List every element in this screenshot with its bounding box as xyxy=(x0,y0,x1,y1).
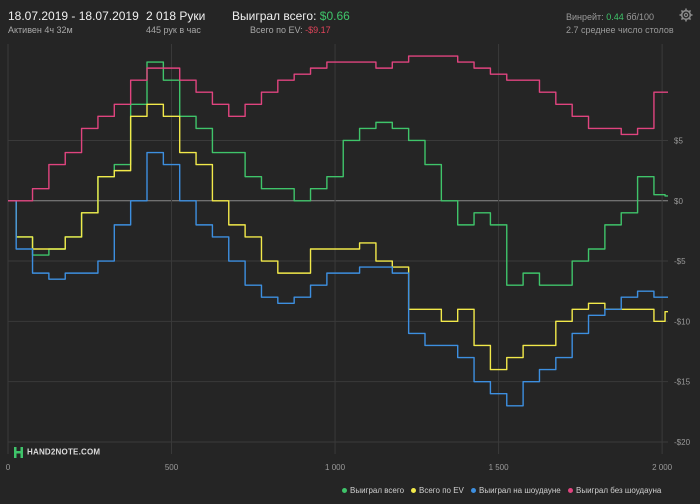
y-tick-label: $0 xyxy=(674,197,683,206)
y-tick-label: -$20 xyxy=(674,438,691,447)
y-tick-label: -$10 xyxy=(674,317,691,326)
legend-item-ev-total[interactable]: Всего по EV xyxy=(411,486,464,495)
legend-dot xyxy=(568,488,573,494)
winrate: Винрейт: 0.44 бб/100 xyxy=(566,12,654,22)
winrate-value: 0.44 xyxy=(606,12,624,22)
avg-tables: 2.7 среднее число столов xyxy=(566,25,674,35)
legend-item-showdown[interactable]: Выиграл на шоудауне xyxy=(471,486,561,495)
y-tick-label: -$15 xyxy=(674,378,691,387)
legend-label: Выиграл на шоудауне xyxy=(479,486,561,495)
ev-total-label: Всего по EV: xyxy=(250,25,303,35)
legend-dot xyxy=(471,488,476,494)
hands-count: 2 018 Руки xyxy=(146,9,206,23)
hands-per-hour: 445 рук в час xyxy=(146,25,201,35)
chart-grid xyxy=(7,44,668,454)
series-line-3 xyxy=(8,55,668,202)
legend-dot xyxy=(411,488,416,494)
x-tick-label: 0 xyxy=(6,463,11,472)
logo-icon xyxy=(14,447,23,458)
legend-label: Выиграл всего xyxy=(350,486,405,495)
y-tick-label: $5 xyxy=(674,136,683,145)
x-tick-label: 2 000 xyxy=(652,463,673,472)
won-total-label: Выиграл всего: xyxy=(232,9,317,23)
hand2note-logo: HAND2NOTE.COM xyxy=(14,447,100,458)
ev-total-value: -$9.17 xyxy=(305,25,331,35)
won-total: Выиграл всего: $0.66 xyxy=(232,9,350,23)
y-tick-label: -$5 xyxy=(674,257,686,266)
date-range: 18.07.2019 - 18.07.2019 xyxy=(8,9,139,23)
logo-text: HAND2NOTE.COM xyxy=(27,447,101,457)
legend-label: Всего по EV xyxy=(419,486,464,495)
x-tick-label: 1 000 xyxy=(325,463,346,472)
ev-total: Всего по EV: -$9.17 xyxy=(250,25,331,35)
series-line-1 xyxy=(8,103,668,371)
x-tick-label: 1 500 xyxy=(489,463,510,472)
legend-label: Выиграл без шоудауна xyxy=(576,486,662,495)
chart-ticks: $5 $0 -$5 -$10 -$15 -$20 0 500 1 000 1 500 2 000 xyxy=(6,136,691,472)
won-total-value: $0.66 xyxy=(319,9,350,23)
x-tick-label: 500 xyxy=(165,463,179,472)
gear-icon[interactable] xyxy=(679,8,693,22)
legend-item-won-total[interactable]: Выиграл всего xyxy=(342,486,404,495)
winrate-unit: бб/100 xyxy=(626,12,655,22)
series-line-2 xyxy=(8,151,668,407)
legend-dot xyxy=(342,488,347,494)
legend-item-non-showdown[interactable]: Выиграл без шоудауна xyxy=(568,486,661,495)
series-line-0 xyxy=(8,61,668,286)
winrate-label: Винрейт: xyxy=(566,12,604,22)
active-time: Активен 4ч 32м xyxy=(8,25,73,35)
chart-lines xyxy=(8,55,668,407)
